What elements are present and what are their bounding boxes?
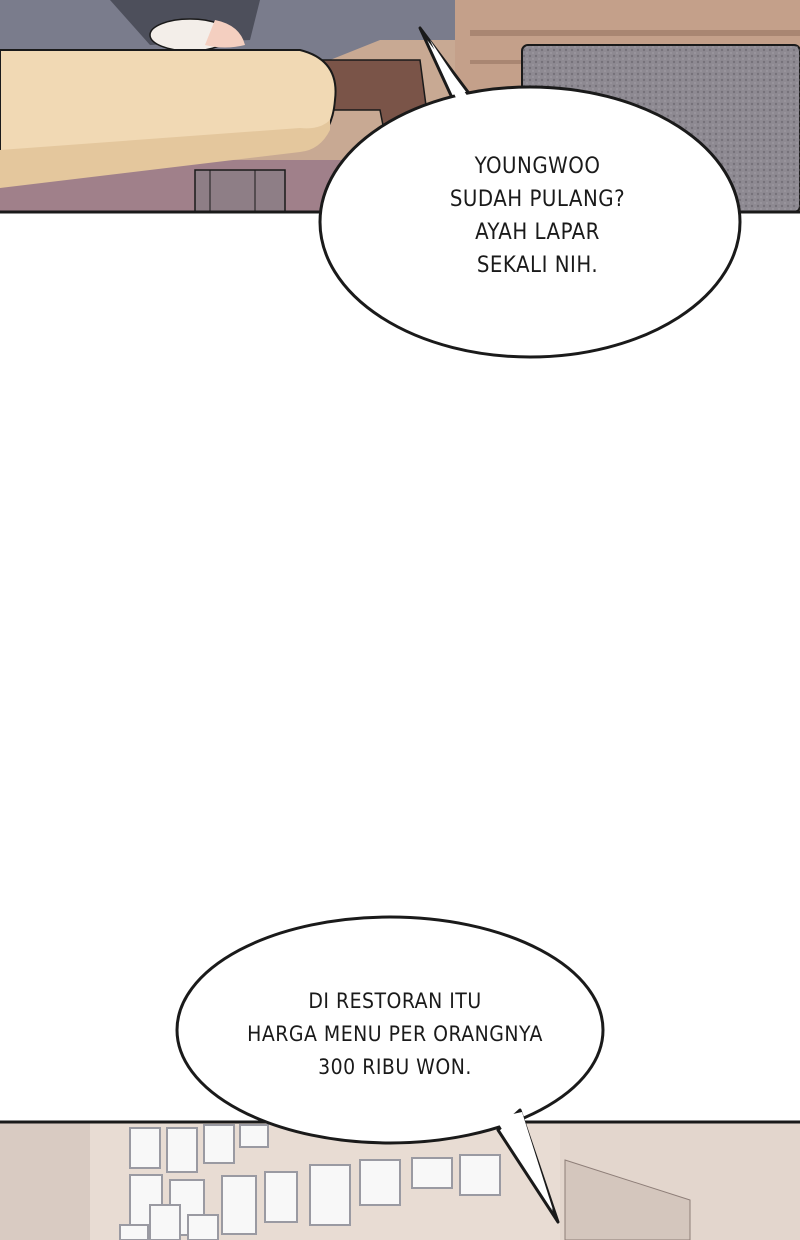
speech-bubble-1-text: YOUNGWOO SUDAH PULANG? AYAH LAPAR SEKALI… <box>380 150 695 282</box>
bottom-panel <box>0 1120 800 1240</box>
speech-bubble-1 <box>318 26 742 359</box>
bubble-line: 300 RIBU WON. <box>318 1055 472 1079</box>
bubble-line: SEKALI NIH. <box>476 253 599 278</box>
bubble-line: DI RESTORAN ITU <box>308 989 482 1013</box>
speech-bubble-2-text: DI RESTORAN ITU HARGA MENU PER ORANGNYA … <box>190 985 600 1084</box>
bubble-line: HARGA MENU PER ORANGNYA <box>247 1022 543 1046</box>
bubble-line: SUDAH PULANG? <box>449 187 626 212</box>
speech-bubble-2 <box>175 915 605 1224</box>
certificate-frames <box>119 1124 501 1240</box>
bubble-line: YOUNGWOO <box>474 154 601 179</box>
bubble-line: AYAH LAPAR <box>475 220 600 245</box>
